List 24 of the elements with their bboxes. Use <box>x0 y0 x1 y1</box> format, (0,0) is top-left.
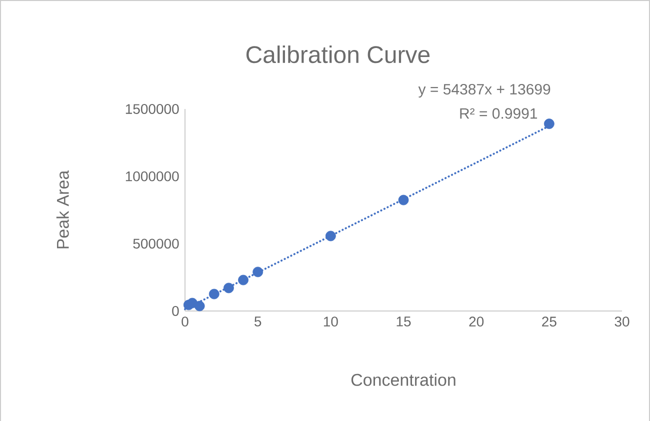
point <box>194 300 205 312</box>
point <box>325 230 336 242</box>
x-tick-label: 15 <box>396 316 411 326</box>
text: y = 54387x + 13699 <box>418 84 550 98</box>
x-tick-label: 10 <box>324 316 338 327</box>
y-tick-label: 1500000 <box>126 104 179 114</box>
y-tick-label: 1000000 <box>126 171 179 182</box>
y-tick-label: 500000 <box>133 238 179 249</box>
x-tick-label: 20 <box>469 316 484 327</box>
annotation: R² = 0.9991 <box>460 108 538 119</box>
x-tick-label: 0 <box>182 316 188 327</box>
point <box>208 288 220 300</box>
x-tick-label: 5 <box>254 316 262 326</box>
chart-title: Calibration Curve <box>246 46 430 64</box>
point <box>252 266 264 278</box>
x-tick-label: 25 <box>542 316 556 327</box>
y-tick-label: 0 <box>172 306 179 316</box>
point <box>544 118 554 130</box>
x-axis-title: Concentration <box>351 373 456 386</box>
point <box>224 282 234 294</box>
y-axis-title: Peak Area <box>56 170 69 248</box>
point <box>238 274 248 286</box>
x-tick-label: 30 <box>614 316 630 327</box>
point <box>398 194 409 206</box>
